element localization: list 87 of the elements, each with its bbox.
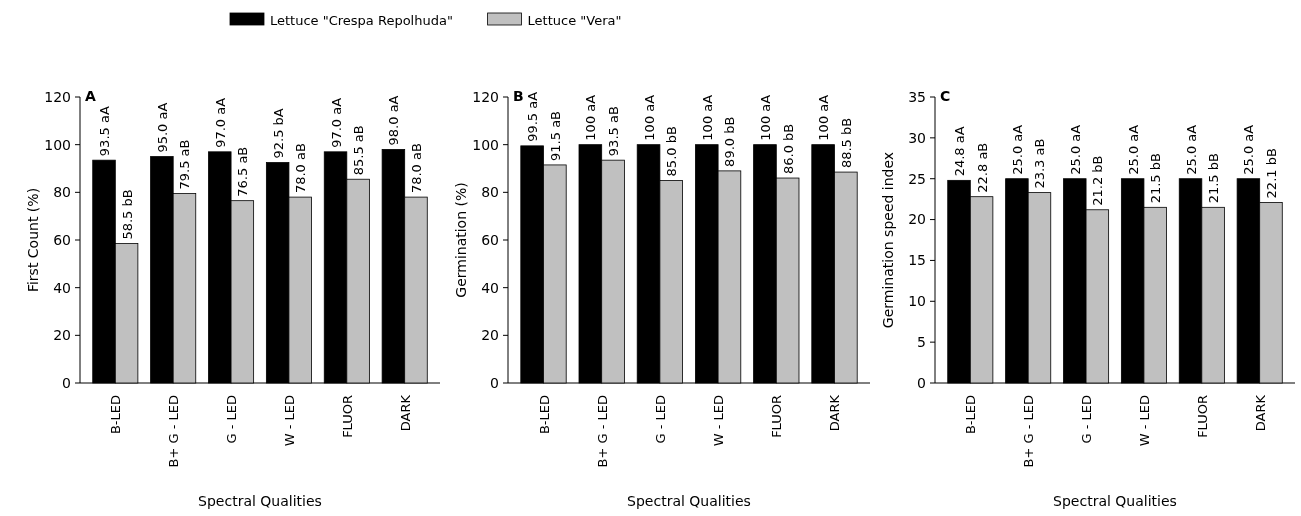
data-label: 76.5 aB bbox=[235, 146, 251, 197]
chart-title: A bbox=[85, 88, 96, 104]
x-tick-label: G - LED bbox=[652, 395, 668, 444]
data-label: 25.0 aA bbox=[1067, 124, 1083, 175]
x-tick-label: G - LED bbox=[1079, 395, 1095, 444]
data-label: 79.5 aB bbox=[177, 139, 193, 190]
data-label: 78.0 aB bbox=[408, 143, 424, 194]
data-label: 24.8 aA bbox=[952, 126, 968, 177]
x-tick-label: DARK bbox=[1252, 394, 1268, 432]
x-tick-label: DARK bbox=[827, 394, 843, 432]
chart-title: B bbox=[513, 88, 524, 104]
data-label: 23.3 aB bbox=[1032, 138, 1048, 189]
y-axis-title: Germination (%) bbox=[453, 182, 469, 298]
data-label: 100 aA bbox=[816, 94, 832, 141]
x-tick-label: B+ G - LED bbox=[1021, 395, 1037, 468]
data-label: 100 aA bbox=[641, 94, 657, 141]
data-label: 21.5 bB bbox=[1206, 153, 1222, 204]
data-label: 91.5 aB bbox=[547, 110, 563, 161]
y-tick-label: 20 bbox=[908, 211, 926, 228]
y-tick-label: 35 bbox=[908, 88, 926, 105]
y-tick-label: 20 bbox=[53, 327, 71, 344]
data-label: 86.0 bB bbox=[780, 123, 796, 175]
x-tick-label: B-LED bbox=[108, 395, 124, 435]
data-label: 100 aA bbox=[757, 94, 773, 141]
data-label: 21.5 bB bbox=[1148, 153, 1164, 204]
data-label: 98.0 aA bbox=[386, 95, 402, 146]
chart-title: C bbox=[940, 88, 951, 104]
data-label: 99.5 aA bbox=[525, 91, 541, 142]
y-axis-title: Germination speed index bbox=[880, 151, 896, 329]
data-label: 58.5 bB bbox=[119, 189, 135, 240]
data-label: 95.0 aA bbox=[154, 102, 170, 153]
y-tick-label: 100 bbox=[472, 136, 499, 153]
legend-label: Lettuce "Vera" bbox=[527, 12, 622, 28]
x-axis-title: Spectral Qualities bbox=[198, 493, 322, 509]
data-label: 88.5 bB bbox=[838, 117, 854, 169]
data-label: 78.0 aB bbox=[293, 143, 309, 194]
data-label: 89.0 bB bbox=[722, 116, 738, 167]
x-tick-label: W - LED bbox=[1136, 395, 1152, 447]
data-label: 25.0 aA bbox=[1183, 124, 1199, 175]
y-tick-label: 10 bbox=[908, 293, 926, 310]
data-label: 22.1 bB bbox=[1263, 148, 1279, 199]
y-tick-label: 60 bbox=[481, 231, 499, 248]
x-tick-label: B-LED bbox=[963, 395, 979, 435]
y-tick-label: 15 bbox=[908, 252, 926, 269]
x-tick-label: FLUOR bbox=[769, 395, 785, 438]
x-axis-title: Spectral Qualities bbox=[627, 493, 751, 509]
x-tick-label: FLUOR bbox=[1194, 395, 1210, 438]
y-tick-label: 20 bbox=[481, 327, 499, 344]
data-label: 100 aA bbox=[583, 94, 599, 141]
y-tick-label: 100 bbox=[44, 136, 71, 153]
y-tick-label: 25 bbox=[908, 170, 926, 187]
y-tick-label: 0 bbox=[62, 374, 71, 391]
data-label: 21.2 bB bbox=[1090, 155, 1106, 206]
data-label: 93.5 aA bbox=[97, 106, 113, 157]
y-tick-label: 0 bbox=[917, 374, 926, 391]
y-tick-label: 120 bbox=[472, 88, 499, 105]
data-label: 22.8 aB bbox=[974, 142, 990, 193]
x-axis-title: Spectral Qualities bbox=[1053, 493, 1177, 509]
data-label: 93.5 aB bbox=[606, 106, 622, 157]
x-tick-label: W - LED bbox=[281, 395, 297, 447]
legend-label: Lettuce "Crespa Repolhuda" bbox=[270, 12, 453, 28]
data-label: 97.0 aA bbox=[328, 97, 344, 148]
data-label: 100 aA bbox=[699, 94, 715, 141]
x-tick-label: G - LED bbox=[224, 395, 240, 444]
y-tick-label: 40 bbox=[481, 279, 499, 296]
y-tick-label: 120 bbox=[44, 88, 71, 105]
data-label: 97.0 aA bbox=[212, 97, 228, 148]
y-tick-label: 60 bbox=[53, 231, 71, 248]
data-label: 85.5 aB bbox=[351, 125, 367, 176]
data-label: 25.0 aA bbox=[1009, 124, 1025, 175]
x-tick-label: B+ G - LED bbox=[594, 395, 610, 468]
y-tick-label: 80 bbox=[481, 184, 499, 201]
y-tick-label: 80 bbox=[53, 184, 71, 201]
y-tick-label: 30 bbox=[908, 129, 926, 146]
data-label: 25.0 aA bbox=[1125, 124, 1141, 175]
y-tick-label: 0 bbox=[490, 374, 499, 391]
x-tick-label: B-LED bbox=[536, 395, 552, 435]
data-label: 85.0 bB bbox=[664, 126, 680, 177]
data-label: 92.5 bA bbox=[270, 108, 286, 159]
y-tick-label: 40 bbox=[53, 279, 71, 296]
data-label: 25.0 aA bbox=[1241, 124, 1257, 175]
y-axis-title: First Count (%) bbox=[25, 187, 41, 293]
x-tick-label: DARK bbox=[397, 394, 413, 432]
x-tick-label: W - LED bbox=[711, 395, 727, 447]
y-tick-label: 5 bbox=[917, 334, 926, 351]
x-tick-label: FLUOR bbox=[339, 395, 355, 438]
x-tick-label: B+ G - LED bbox=[166, 395, 182, 468]
